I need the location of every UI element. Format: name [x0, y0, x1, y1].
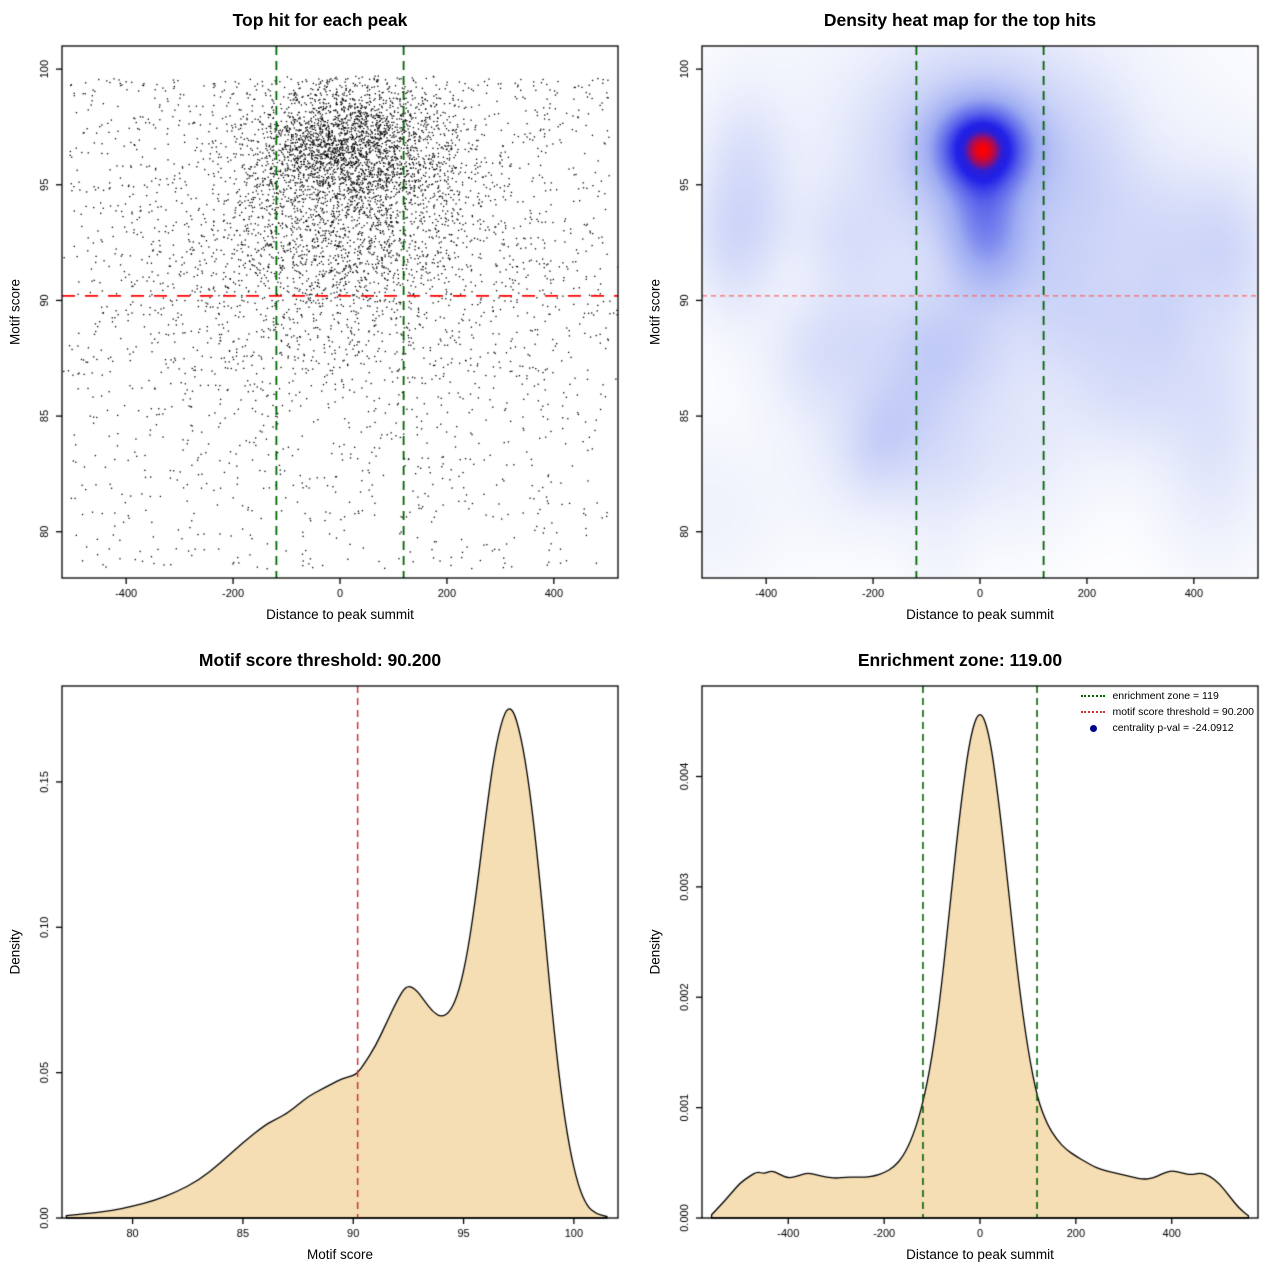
score-density-canvas	[0, 640, 640, 1280]
red-dotted-line-icon	[1081, 711, 1106, 713]
heatmap-canvas	[640, 0, 1280, 640]
x-axis-label: Distance to peak summit	[906, 607, 1054, 622]
legend-label: enrichment zone = 119	[1112, 690, 1219, 702]
y-axis-label: Density	[647, 929, 663, 975]
legend-item-centrality-pval: centrality p-val = -24.0912	[1081, 722, 1254, 734]
panel-density-heatmap: Density heat map for the top hits Distan…	[640, 0, 1280, 640]
legend: enrichment zone = 119 motif score thresh…	[1081, 690, 1254, 734]
panel-title: Density heat map for the top hits	[823, 10, 1097, 30]
y-axis-label: Density	[7, 929, 23, 975]
panel-motif-score-density: Motif score threshold: 90.200 Motif scor…	[0, 640, 640, 1280]
legend-item-enrichment-zone: enrichment zone = 119	[1081, 690, 1254, 702]
x-axis-label: Distance to peak summit	[266, 607, 414, 622]
panel-enrichment-zone-density: Enrichment zone: 119.00 Distance to peak…	[640, 640, 1280, 1280]
x-axis-label: Distance to peak summit	[906, 1247, 1054, 1262]
panel-title: Top hit for each peak	[232, 10, 408, 30]
distance-density-canvas	[640, 640, 1280, 1280]
y-axis-label: Motif score	[647, 278, 663, 346]
green-dotted-line-icon	[1081, 695, 1106, 697]
scatter-plot-canvas	[0, 0, 640, 640]
legend-label: centrality p-val = -24.0912	[1112, 722, 1234, 734]
legend-item-score-threshold: motif score threshold = 90.200	[1081, 706, 1254, 718]
blue-point-icon	[1089, 724, 1097, 732]
panel-title: Motif score threshold: 90.200	[198, 650, 442, 670]
x-axis-label: Motif score	[306, 1247, 374, 1262]
y-axis-label: Motif score	[7, 278, 23, 346]
panel-title: Enrichment zone: 119.00	[857, 650, 1063, 670]
legend-label: motif score threshold = 90.200	[1112, 706, 1254, 718]
panel-scatter-top-hits: Top hit for each peak Distance to peak s…	[0, 0, 640, 640]
